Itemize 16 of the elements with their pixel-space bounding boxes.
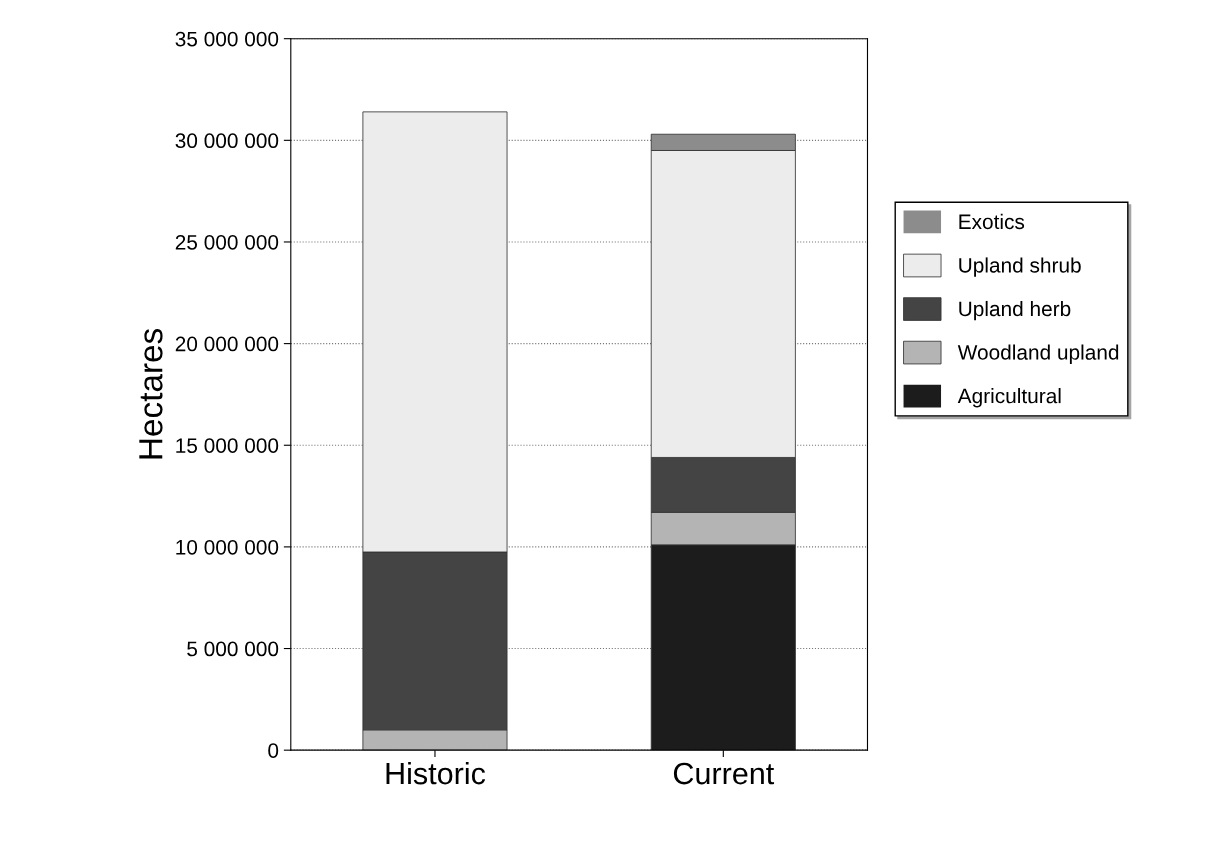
y-axis-title: Hectares (139, 328, 163, 459)
y-tick-label: 35 000 000 (175, 31, 279, 47)
y-tick-label: 5 000 000 (187, 641, 279, 657)
legend-label: Upland herb (959, 300, 1071, 321)
y-tick-label: 10 000 000 (176, 539, 279, 555)
y-tick-label: 25 000 000 (175, 234, 279, 250)
x-tick-label: Current (673, 762, 775, 785)
legend-label: Woodland upland (957, 344, 1119, 364)
legend-label: Agricultural (957, 388, 1061, 408)
legend-label: Upland shrub (959, 257, 1081, 277)
y-tick-label: 15 000 000 (176, 438, 279, 453)
legend-label: Exotics (959, 213, 1025, 230)
x-tick-label: Historic (386, 761, 486, 785)
y-tick-label: 20 000 000 (175, 336, 279, 352)
y-tick-label: 30 000 000 (175, 133, 279, 149)
y-tick-label: 0 (268, 743, 279, 758)
